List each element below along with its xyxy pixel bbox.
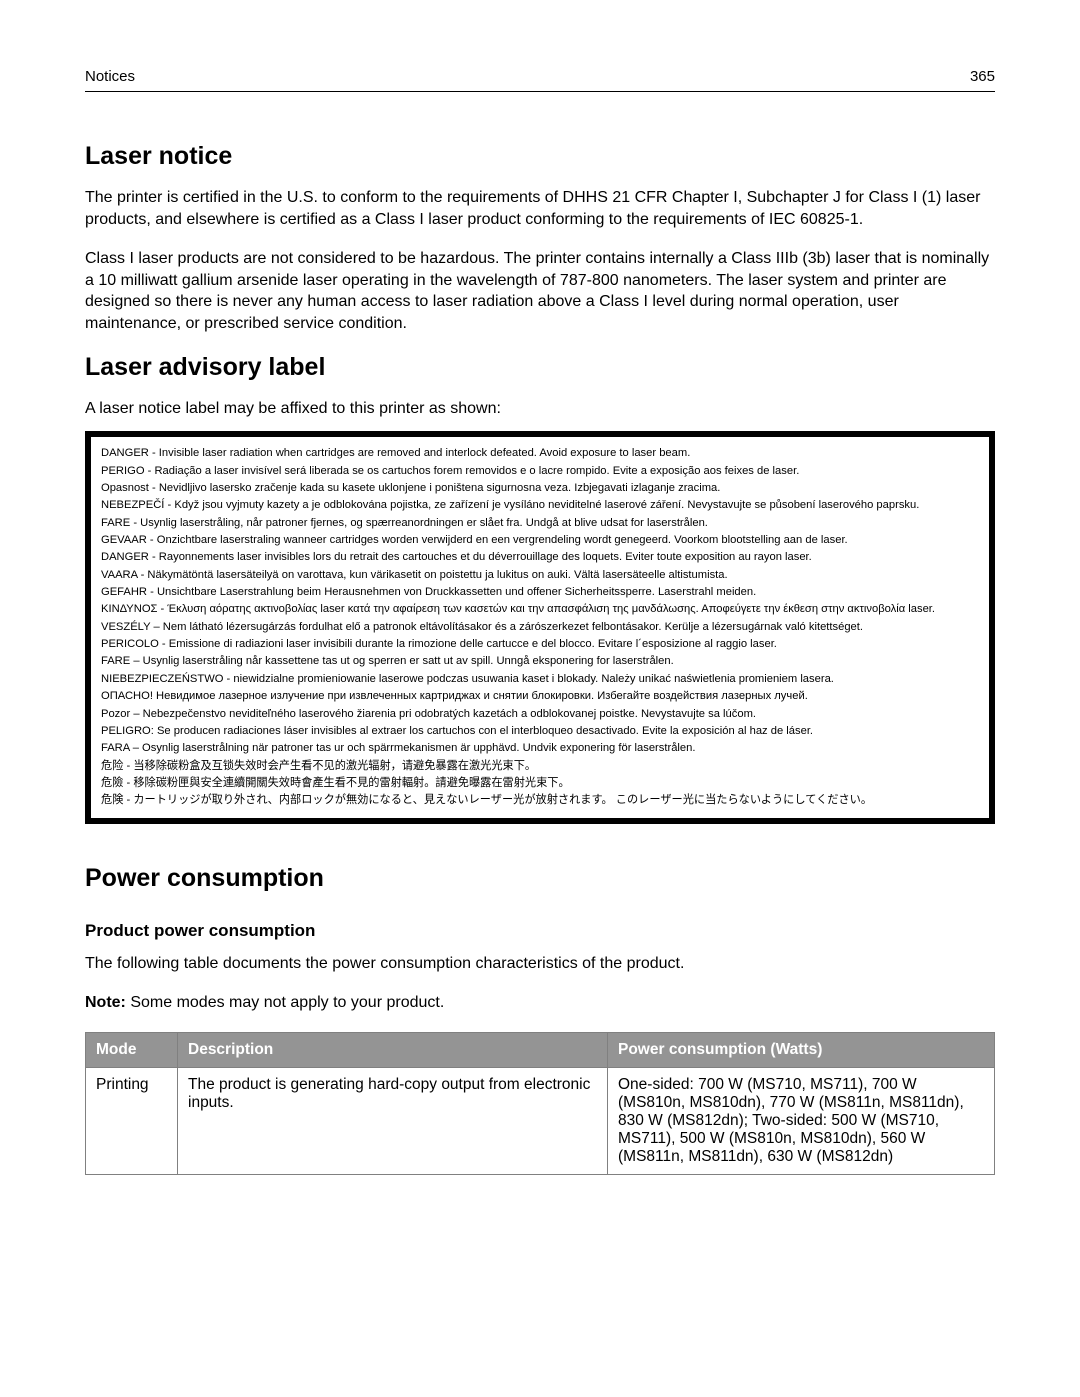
col-watts-header: Power consumption (Watts) [608, 1032, 995, 1067]
laser-notice-heading: Laser notice [85, 142, 995, 171]
power-note-label: Note: [85, 994, 126, 1011]
power-note-text: Some modes may not apply to your product… [126, 994, 444, 1011]
product-power-subheading: Product power consumption [85, 921, 995, 941]
label-line: DANGER - Rayonnements laser invisibles l… [101, 549, 979, 566]
power-consumption-table: Mode Description Power consumption (Watt… [85, 1032, 995, 1175]
page-header: Notices 365 [85, 68, 995, 92]
label-line: ΚΙΝΔΥΝΟΣ - Έκλυση αόρατης ακτινοβολίας l… [101, 601, 979, 618]
label-line: VAARA - Näkymätöntä lasersäteilyä on var… [101, 567, 979, 584]
power-consumption-heading: Power consumption [85, 864, 995, 893]
label-line: Pozor – Nebezpečenstvo neviditeľného las… [101, 706, 979, 723]
label-line: PERIGO - Radiação a laser invisível será… [101, 463, 979, 480]
document-page: Notices 365 Laser notice The printer is … [0, 0, 1080, 1397]
label-line: GEVAAR - Onzichtbare laserstraling wanne… [101, 532, 979, 549]
label-line: ОПАСНО! Невидимое лазерное излучение при… [101, 688, 979, 705]
power-note: Note: Some modes may not apply to your p… [85, 992, 995, 1014]
label-line: PERICOLO - Emissione di radiazioni laser… [101, 636, 979, 653]
label-line: 危险 - 当移除碳粉盒及互锁失效时会产生看不见的激光辐射，请避免暴露在激光光束下… [101, 758, 979, 775]
cell-watts: One-sided: 700 W (MS710, MS711), 700 W (… [608, 1067, 995, 1174]
cell-mode: Printing [86, 1067, 178, 1174]
label-line: PELIGRO: Se producen radiaciones láser i… [101, 723, 979, 740]
label-line: 危険 - カートリッジが取り外され、内部ロックが無効になると、見えないレーザー光… [101, 792, 979, 809]
label-line: NIEBEZPIECZEŃSTWO - niewidzialne promien… [101, 671, 979, 688]
laser-advisory-label-box: DANGER - Invisible laser radiation when … [85, 431, 995, 824]
table-header-row: Mode Description Power consumption (Watt… [86, 1032, 995, 1067]
col-description-header: Description [178, 1032, 608, 1067]
label-line: FARA – Osynlig laserstrålning när patron… [101, 740, 979, 757]
label-line: FARE - Usynlig laserstråling, når patron… [101, 515, 979, 532]
label-line: NEBEZPEČÍ - Když jsou vyjmuty kazety a j… [101, 497, 979, 514]
col-mode-header: Mode [86, 1032, 178, 1067]
label-line: VESZÉLY – Nem látható lézersugárzás ford… [101, 619, 979, 636]
label-line: FARE – Usynlig laserstråling når kassett… [101, 653, 979, 670]
laser-notice-paragraph-2: Class I laser products are not considere… [85, 248, 995, 334]
power-intro: The following table documents the power … [85, 953, 995, 975]
header-page-number: 365 [970, 68, 995, 85]
label-line: 危險 - 移除碳粉匣與安全連續開關失效時會產生看不見的雷射輻射。請避免曝露在雷射… [101, 775, 979, 792]
header-section-name: Notices [85, 68, 135, 85]
cell-description: The product is generating hard-copy outp… [178, 1067, 608, 1174]
label-line: Opasnost - Nevidljivo lasersko zračenje … [101, 480, 979, 497]
table-row: PrintingThe product is generating hard-c… [86, 1067, 995, 1174]
label-line: GEFAHR - Unsichtbare Laserstrahlung beim… [101, 584, 979, 601]
laser-advisory-intro: A laser notice label may be affixed to t… [85, 398, 995, 420]
laser-notice-paragraph-1: The printer is certified in the U.S. to … [85, 187, 995, 230]
label-line: DANGER - Invisible laser radiation when … [101, 445, 979, 462]
laser-advisory-heading: Laser advisory label [85, 353, 995, 382]
